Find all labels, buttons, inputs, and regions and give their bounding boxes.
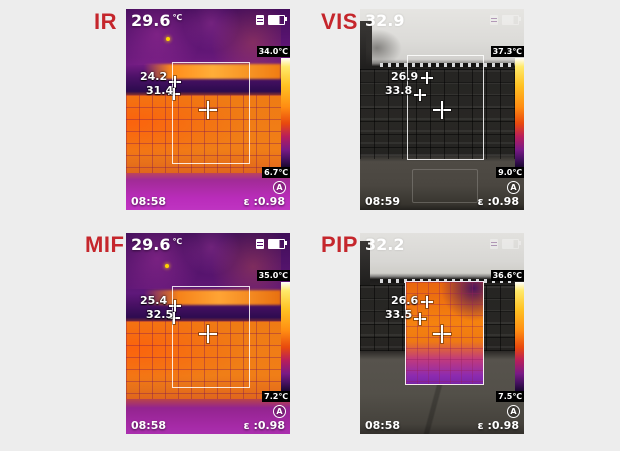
center-temp-value: 29.6 [131,235,171,254]
spot-marker-2-icon [168,312,180,324]
laptop-screen-edge [360,241,370,285]
panel-label-ir: IR [94,9,117,34]
clock-text: 08:58 [131,419,167,432]
point2-temp-label: 31.4 [146,84,174,97]
emissivity-text: ε :0.98 [477,195,520,208]
center-crosshair-icon [199,101,217,119]
sd-card-icon [256,15,264,25]
thermal-mottle-texture [126,9,281,65]
emissivity-text: ε :0.98 [477,419,520,432]
spot-marker-2-icon [414,89,426,101]
scale-min-label: 6.7℃ [262,167,290,178]
center-crosshair-icon [199,325,217,343]
spot-marker-1-icon [421,296,433,308]
trackpad-outline [412,169,478,203]
color-scale-bar [515,58,524,167]
photo-shadow [366,29,402,67]
spot-marker-1-icon [421,72,433,84]
emissivity-text: ε :0.98 [243,419,286,432]
color-scale-bar [281,282,290,391]
spot-marker-1-icon [169,76,181,88]
spot-marker-2-icon [414,313,426,325]
color-scale-bar [515,282,524,391]
point1-temp-label: 26.9 [391,70,419,83]
ir-display-panel: 24.2 31.4 29.6 ℃ 34.0℃ 6.7℃ A 08:58 ε :0.… [126,9,290,210]
point1-temp-label: 26.6 [391,294,419,307]
measure-area-box [172,62,250,164]
scale-min-label: 9.0℃ [496,167,524,178]
clock-text: 08:58 [365,419,401,432]
status-icons [256,15,287,25]
scale-min-label: 7.5℃ [496,391,524,402]
battery-icon [502,239,521,249]
mif-display-panel: 25.4 32.5 29.6 ℃ 35.0℃ 7.2℃ A 08:58 ε :0.… [126,233,290,434]
point1-temp-label: 24.2 [140,70,168,83]
point2-temp-label: 33.8 [385,84,413,97]
auto-gain-icon: A [273,405,286,418]
center-temp-readout: 29.6 ℃ [131,235,182,254]
measure-area-box [172,286,250,388]
panel-label-mif: MIF [85,232,125,257]
center-temp-value: 32.2 [365,235,405,254]
auto-gain-icon: A [507,405,520,418]
spot-marker-2-icon [168,88,180,100]
auto-gain-icon: A [273,181,286,194]
panel-label-vis: VIS [321,9,358,34]
sd-card-icon [490,239,498,249]
scale-max-label: 37.3℃ [490,46,524,57]
spot-marker-1-icon [169,300,181,312]
clock-text: 08:58 [131,195,167,208]
hot-spot-dot [166,37,170,41]
measure-area-box [407,55,484,160]
center-temp-unit: ℃ [172,13,183,22]
center-temp-value: 32.9 [365,11,405,30]
scale-min-label: 7.2℃ [262,391,290,402]
point2-temp-label: 33.5 [385,308,413,321]
status-icons [256,239,287,249]
point1-temp-label: 25.4 [140,294,168,307]
vis-display-panel: 26.9 33.8 32.9 37.3℃ 9.0℃ A 08:59 ε :0.9… [360,9,524,210]
scale-max-label: 34.0℃ [256,46,290,57]
color-scale-bar [281,58,290,167]
center-crosshair-icon [433,325,451,343]
battery-icon [268,239,287,249]
keyboard-photo-texture [360,69,515,159]
center-temp-readout: 29.6 ℃ [131,11,182,30]
center-temp-unit: ℃ [172,237,183,246]
point2-temp-label: 32.5 [146,308,174,321]
hot-band-region [144,290,281,305]
sd-card-icon [490,15,498,25]
scale-max-label: 36.6℃ [490,270,524,281]
hot-band-region [144,64,281,79]
clock-text: 08:59 [365,195,401,208]
center-temp-readout: 32.2 [365,235,406,254]
center-temp-readout: 32.9 [365,11,406,30]
hot-spot-dot [165,264,169,268]
panel-label-pip: PIP [321,232,358,257]
battery-icon [268,15,287,25]
status-icons [490,239,521,249]
keyboard-thermal-texture [126,95,281,173]
center-temp-value: 29.6 [131,11,171,30]
pip-display-panel: 26.6 33.5 32.2 36.6℃ 7.5℃ A 08:58 ε :0.9… [360,233,524,434]
center-crosshair-icon [433,101,451,119]
scale-max-label: 35.0℃ [256,270,290,281]
status-icons [490,15,521,25]
auto-gain-icon: A [507,181,520,194]
hinge-vent-row [380,63,514,67]
sd-card-icon [256,239,264,249]
emissivity-text: ε :0.98 [243,195,286,208]
thermal-mottle-texture [126,233,281,289]
battery-icon [502,15,521,25]
